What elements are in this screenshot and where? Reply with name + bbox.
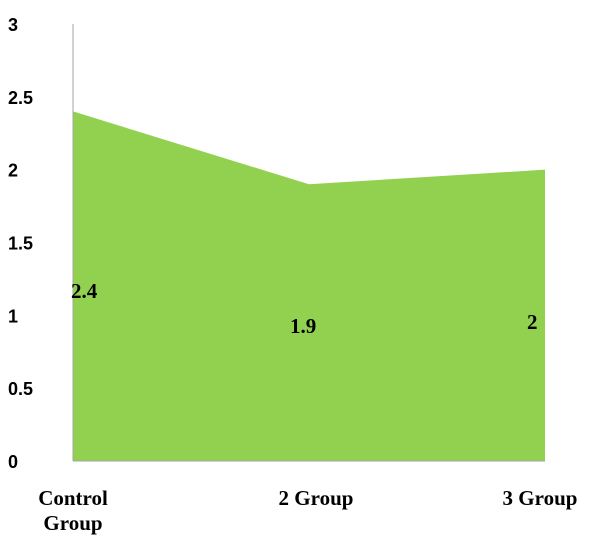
y-tick-label: 2: [8, 161, 18, 181]
area-series: [73, 111, 545, 462]
data-label: 1.9: [290, 314, 316, 338]
y-tick-label: 1: [8, 306, 18, 326]
data-label: 2: [527, 310, 538, 334]
x-tick-label: 2 Group: [279, 486, 354, 510]
y-tick-label: 2.5: [8, 88, 33, 108]
y-tick-label: 1.5: [8, 234, 33, 254]
y-tick-label: 3: [8, 15, 18, 35]
plot-area: [73, 111, 545, 462]
y-axis: 0 0.5 1 1.5 2 2.5 3: [8, 15, 74, 472]
y-tick-label: 0.5: [8, 379, 33, 399]
y-tick-label: 0: [8, 452, 18, 472]
x-tick-label: 3 Group: [503, 486, 578, 510]
x-axis: Control Group 2 Group 3 Group: [38, 460, 578, 535]
x-tick-label: Control Group: [38, 486, 108, 535]
data-label: 2.4: [71, 279, 98, 303]
data-labels: 2.4 1.9 2: [71, 279, 538, 338]
